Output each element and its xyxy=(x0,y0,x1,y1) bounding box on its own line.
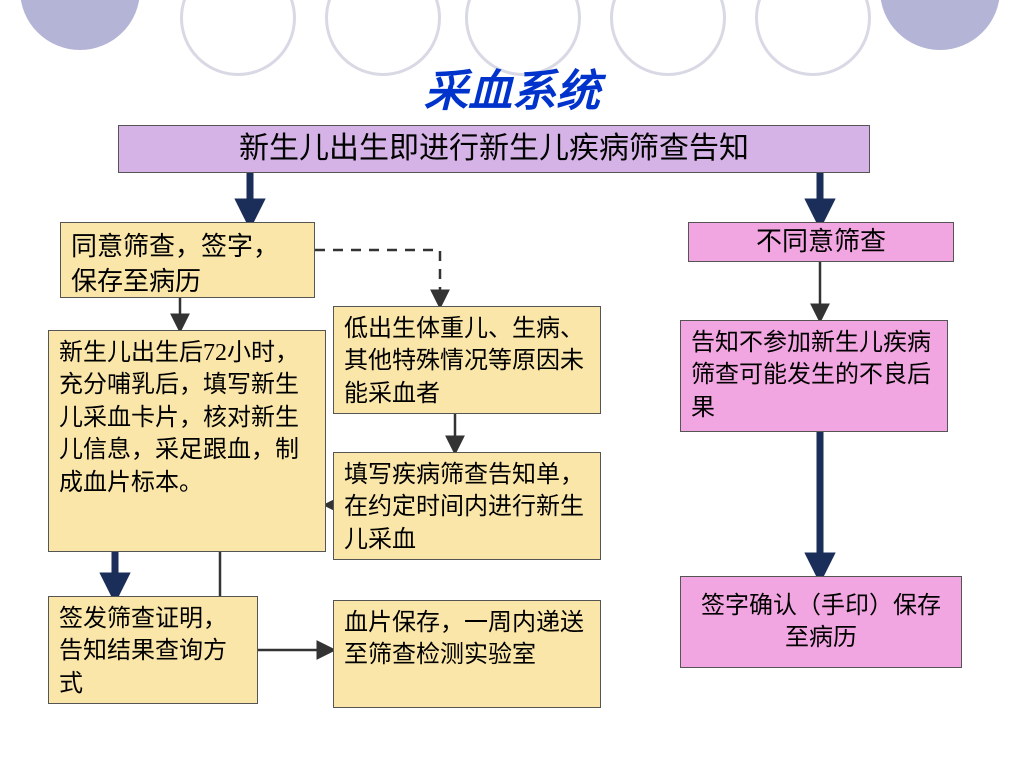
node-sign: 签字确认（手印）保存至病历 xyxy=(680,576,962,668)
decorative-circle xyxy=(880,0,1000,50)
node-special: 低出生体重儿、生病、其他特殊情况等原因未能采血者 xyxy=(333,306,601,414)
node-header: 新生儿出生即进行新生儿疾病筛查告知 xyxy=(118,125,870,173)
flowchart-canvas: 采血系统 新生儿出生即进行新生儿疾病筛查告知同意筛查，签字，保存至病历新生儿出生… xyxy=(0,0,1024,768)
edge-agree-special xyxy=(315,250,440,306)
node-schedule: 填写疾病筛查告知单，在约定时间内进行新生儿采血 xyxy=(333,452,601,560)
decorative-circle xyxy=(20,0,140,50)
node-inform: 告知不参加新生儿疾病筛查可能发生的不良后果 xyxy=(680,320,948,432)
node-store: 血片保存，一周内递送至筛查检测实验室 xyxy=(333,600,601,708)
node-procedure: 新生儿出生后72小时，充分哺乳后，填写新生儿采血卡片，核对新生儿信息，采足跟血，… xyxy=(48,330,326,552)
node-certify: 签发筛查证明，告知结果查询方式 xyxy=(48,596,258,704)
node-disagree: 不同意筛查 xyxy=(688,222,954,262)
node-agree: 同意筛查，签字，保存至病历 xyxy=(60,222,315,298)
diagram-title: 采血系统 xyxy=(0,55,1024,119)
